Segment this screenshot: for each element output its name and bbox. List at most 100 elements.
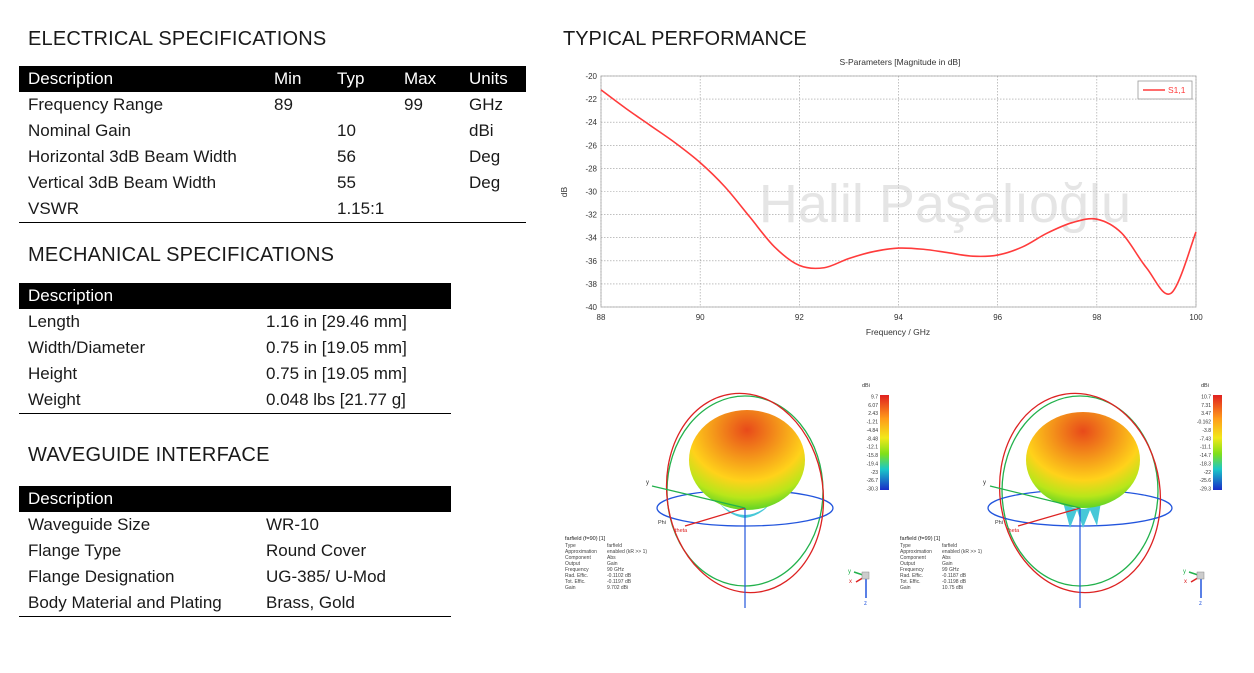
mechanical-title: MECHANICAL SPECIFICATIONS bbox=[28, 244, 335, 266]
electrical-col-header: Units bbox=[460, 66, 526, 92]
colorbar-label: 10.7 bbox=[1201, 395, 1211, 401]
info-row: Approximation enabled (kR >> 1) bbox=[565, 549, 647, 555]
colorbar-gradient bbox=[1213, 395, 1222, 490]
table-cell: Deg bbox=[469, 147, 501, 166]
y-tick-label: -22 bbox=[585, 95, 597, 104]
table-cell bbox=[395, 170, 460, 196]
table-cell bbox=[395, 118, 460, 144]
table-cell: Brass, Gold bbox=[266, 593, 355, 612]
info-value: 99 GHz bbox=[942, 567, 959, 573]
orientation-triad: x y z bbox=[848, 569, 870, 607]
electrical-col-header: Min bbox=[265, 66, 328, 92]
waveguide-header: Description bbox=[19, 486, 451, 512]
colorbar-label: -0.162 bbox=[1197, 420, 1211, 426]
info-row: Type farfield bbox=[900, 543, 982, 549]
table-cell: 89 bbox=[274, 95, 293, 114]
info-key: Tot. Effic. bbox=[565, 579, 586, 585]
x-tick-label: 100 bbox=[1189, 313, 1203, 322]
table-cell: Length bbox=[28, 312, 80, 331]
y-tick-label: -32 bbox=[585, 211, 597, 220]
y-tick-label: -26 bbox=[585, 141, 597, 150]
colorbar-label: -23 bbox=[871, 470, 878, 476]
table-row: Horizontal 3dB Beam Width 56 Deg bbox=[19, 144, 526, 170]
info-value: farfield bbox=[942, 543, 958, 549]
y-axis-label: dB bbox=[559, 186, 569, 197]
farfield-colorbar: dBi 9.7 6.07 2.43 -1.21 -4.84 -8.48 -12.1 -15.8… bbox=[862, 383, 889, 493]
info-row: Output Gain bbox=[900, 561, 982, 567]
info-row: Rad. Effic. -0.1102 dB bbox=[565, 573, 647, 579]
table-row: Width/Diameter 0.75 in [19.05 mm] bbox=[19, 335, 451, 361]
table-cell bbox=[265, 170, 328, 196]
info-key: Output bbox=[565, 561, 581, 567]
electrical-col-header: Max bbox=[395, 66, 460, 92]
table-cell: 10 bbox=[337, 121, 356, 140]
farfield-title: farfield (f=90) [1] bbox=[565, 536, 606, 542]
info-key: Approximation bbox=[565, 549, 597, 555]
chart-legend: S1,1 bbox=[1137, 80, 1193, 100]
phi-label: Phi bbox=[658, 520, 666, 526]
y-tick-label: -40 bbox=[585, 303, 597, 312]
electrical-title: ELECTRICAL SPECIFICATIONS bbox=[28, 28, 327, 50]
colorbar-label: -26.7 bbox=[867, 478, 879, 484]
triad-z: z bbox=[864, 601, 867, 607]
colorbar-label: 9.7 bbox=[871, 395, 878, 401]
y-axis-line bbox=[989, 485, 1081, 509]
table-cell: Body Material and Plating bbox=[28, 593, 222, 612]
y-tick-label: -38 bbox=[585, 280, 597, 289]
y-tick-label: -34 bbox=[585, 234, 597, 243]
info-value: Gain bbox=[607, 561, 618, 567]
info-key: Tot. Effic. bbox=[900, 579, 921, 585]
table-cell: UG-385/ U-Mod bbox=[266, 567, 386, 586]
colorbar-unit: dBi bbox=[862, 383, 870, 389]
info-key: Type bbox=[900, 543, 911, 549]
table-cell: Vertical 3dB Beam Width bbox=[28, 173, 217, 192]
info-key: Frequency bbox=[565, 567, 589, 573]
table-cell bbox=[328, 92, 395, 118]
colorbar-label: 7.31 bbox=[1201, 403, 1211, 409]
info-key: Component bbox=[565, 555, 591, 561]
info-value: -0.1102 dB bbox=[607, 573, 632, 579]
info-key: Component bbox=[900, 555, 926, 561]
y-tick-label: -20 bbox=[585, 72, 597, 81]
farfield-info-99ghz: farfield (f=99) [1] Type farfield Approxim… bbox=[900, 536, 982, 591]
info-row: Approximation enabled (kR >> 1) bbox=[900, 549, 982, 555]
info-value: enabled (kR >> 1) bbox=[942, 549, 983, 555]
info-value: Abs bbox=[942, 555, 951, 561]
x-tick-label: 90 bbox=[696, 313, 705, 322]
table-cell: Nominal Gain bbox=[28, 121, 131, 140]
colorbar-label: -22 bbox=[1204, 470, 1211, 476]
watermark-text: Halil Paşalıoğlu bbox=[759, 174, 1131, 234]
colorbar-label: -29.3 bbox=[1200, 487, 1212, 493]
x-tick-label: 98 bbox=[1092, 313, 1101, 322]
table-cell: Flange Type bbox=[28, 541, 122, 560]
table-cell: Deg bbox=[469, 173, 501, 192]
electrical-col-header: Typ bbox=[328, 66, 395, 92]
y-axis-line bbox=[651, 485, 746, 509]
info-value: -0.1198 dB bbox=[942, 579, 967, 585]
info-row: Component Abs bbox=[565, 555, 647, 561]
table-cell bbox=[265, 118, 328, 144]
table-cell: GHz bbox=[469, 95, 503, 114]
table-row: Weight 0.048 lbs [21.77 g] bbox=[19, 387, 451, 414]
table-row: Flange Designation UG-385/ U-Mod bbox=[19, 564, 451, 590]
table-cell: Width/Diameter bbox=[28, 338, 146, 357]
colorbar-label: -4.84 bbox=[867, 428, 879, 434]
info-key: Rad. Effic. bbox=[565, 573, 588, 579]
info-key: Type bbox=[565, 543, 576, 549]
y-tick-label: -30 bbox=[585, 188, 597, 197]
info-value: -0.1187 dB bbox=[942, 573, 967, 579]
colorbar-label: -11.1 bbox=[1200, 445, 1211, 451]
table-cell: 0.75 in [19.05 mm] bbox=[266, 364, 407, 383]
table-cell: Round Cover bbox=[266, 541, 367, 560]
colorbar-label: -30.3 bbox=[867, 487, 879, 493]
triad-z: z bbox=[1199, 601, 1202, 607]
table-row: Body Material and Plating Brass, Gold bbox=[19, 590, 451, 617]
y-tick-label: -36 bbox=[585, 257, 597, 266]
y-axis-letter: y bbox=[646, 480, 649, 486]
info-row: Gain 9.702 dBi bbox=[565, 585, 647, 591]
triad-y: y bbox=[848, 569, 851, 575]
mechanical-spec-table: Description Length 1.16 in [29.46 mm] Widt… bbox=[19, 283, 451, 414]
info-row: Frequency 90 GHz bbox=[565, 567, 647, 573]
colorbar-label: -19.4 bbox=[867, 461, 879, 467]
s-parameter-chart: S-Parameters [Magnitude in dB] -20 -22 -24… bbox=[559, 57, 1203, 337]
